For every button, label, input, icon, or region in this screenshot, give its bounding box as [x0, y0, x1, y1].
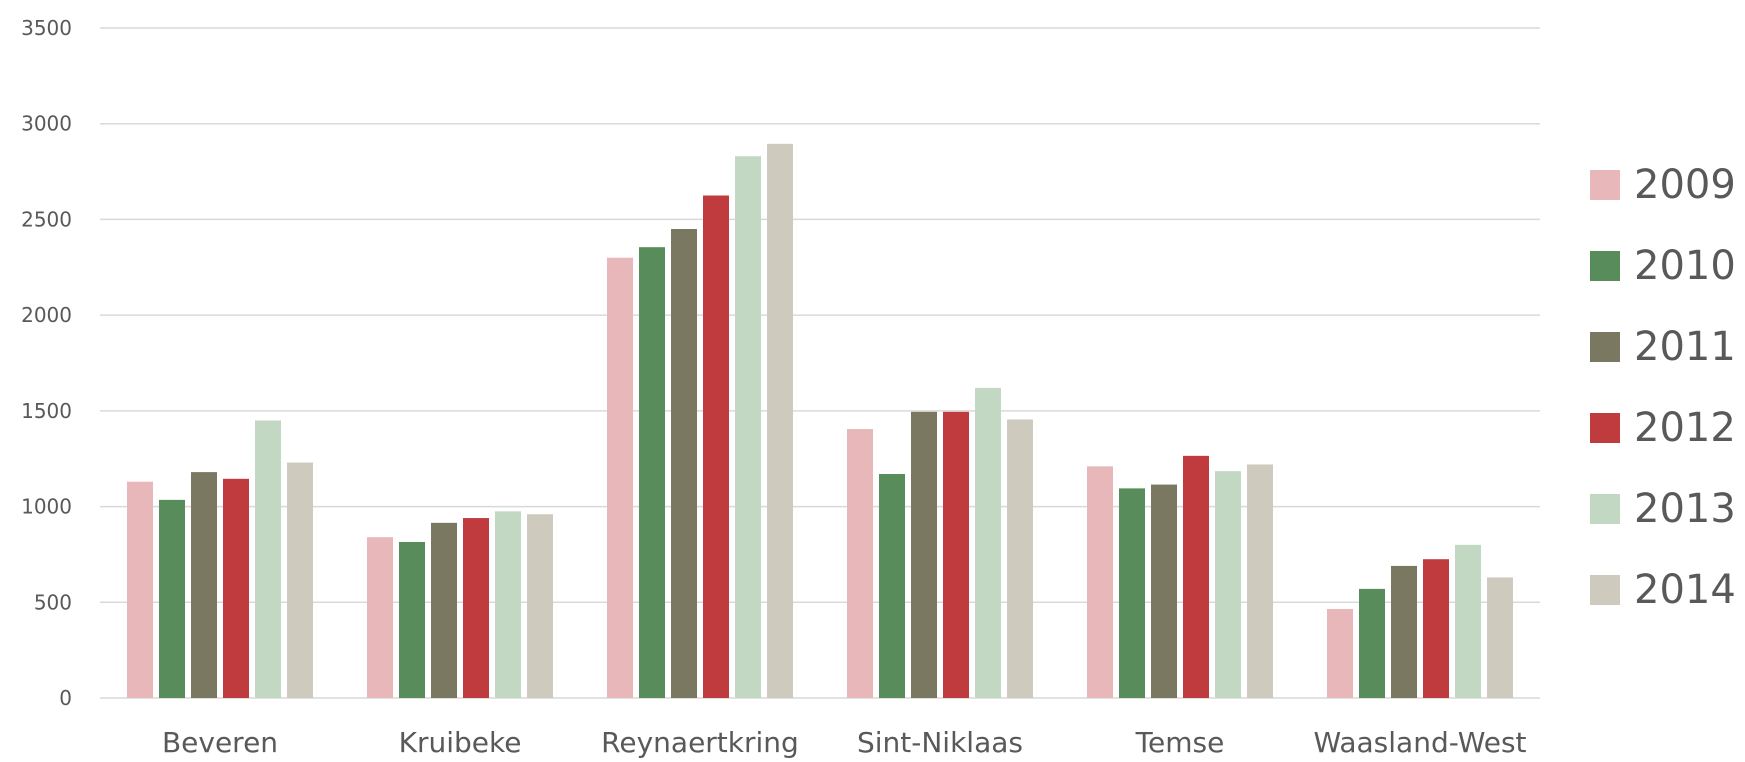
legend-label: 2012 [1634, 405, 1736, 451]
y-tick-label: 1000 [21, 495, 72, 519]
bar-2011-temse [1151, 484, 1177, 698]
bar-2010-sint-niklaas [879, 474, 905, 698]
x-tick-label: Sint-Niklaas [857, 726, 1023, 758]
x-tick-label: Temse [1135, 726, 1225, 758]
bar-2012-sint-niklaas [943, 411, 969, 698]
bar-2012-waasland-west [1423, 559, 1449, 698]
legend-swatch [1590, 251, 1620, 281]
x-tick-label: Beveren [162, 726, 278, 758]
x-tick-label: Waasland-West [1313, 726, 1526, 758]
legend-label: 2013 [1634, 486, 1736, 532]
bar-2013-sint-niklaas [975, 387, 1001, 698]
bar-2014-waasland-west [1487, 577, 1513, 698]
bar-2014-beveren [287, 462, 313, 698]
legend-swatch [1590, 170, 1620, 200]
y-tick-label: 0 [59, 686, 72, 710]
y-tick-label: 1500 [21, 399, 72, 423]
bar-2011-kruibeke [431, 522, 457, 698]
bar-2009-kruibeke [367, 537, 393, 698]
legend-swatch [1590, 332, 1620, 362]
bar-2013-kruibeke [495, 511, 521, 698]
bar-2009-temse [1087, 466, 1113, 698]
legend-label: 2014 [1634, 567, 1736, 613]
bar-2011-waasland-west [1391, 565, 1417, 698]
legend-swatch [1590, 413, 1620, 443]
legend: 2009 2010 2011 2012 2013 2014 [1590, 162, 1736, 613]
bar-2009-beveren [127, 481, 153, 698]
bar-2010-waasland-west [1359, 588, 1385, 698]
bar-2014-reynaertkring [767, 143, 793, 699]
bar-2009-sint-niklaas [847, 429, 873, 698]
bar-2010-reynaertkring [639, 247, 665, 698]
legend-swatch [1590, 575, 1620, 605]
bar-2011-reynaertkring [671, 229, 697, 698]
legend-label: 2010 [1634, 243, 1736, 289]
bar-2012-kruibeke [463, 518, 489, 698]
bar-2013-waasland-west [1455, 544, 1481, 698]
grid-lines [100, 27, 1540, 699]
x-tick-label: Kruibeke [399, 726, 522, 758]
bar-2010-kruibeke [399, 541, 425, 698]
bar-2013-beveren [255, 420, 281, 698]
bar-2014-kruibeke [527, 514, 553, 698]
bar-2012-reynaertkring [703, 195, 729, 698]
bar-2009-waasland-west [1327, 608, 1353, 698]
bar-2010-temse [1119, 488, 1145, 698]
bar-2009-reynaertkring [607, 257, 633, 698]
x-tick-label: Reynaertkring [601, 726, 799, 758]
y-tick-label: 2000 [21, 303, 72, 327]
y-tick-label: 3500 [21, 16, 72, 40]
bar-2012-beveren [223, 478, 249, 698]
bar-2013-reynaertkring [735, 156, 761, 698]
y-tick-label: 2500 [21, 207, 72, 231]
bar-2013-temse [1215, 471, 1241, 698]
bar-2010-beveren [159, 499, 185, 698]
bar-2014-sint-niklaas [1007, 419, 1033, 698]
legend-label: 2011 [1634, 324, 1736, 370]
legend-swatch [1590, 494, 1620, 524]
y-tick-label: 3000 [21, 112, 72, 136]
y-tick-label: 500 [34, 590, 72, 614]
bars [127, 143, 1513, 699]
bar-2011-sint-niklaas [911, 411, 937, 698]
bar-2011-beveren [191, 472, 217, 698]
y-axis-tick-labels: 0 500 1000 1500 2000 2500 3000 3500 [21, 16, 72, 710]
legend-label: 2009 [1634, 162, 1736, 208]
bar-2012-temse [1183, 455, 1209, 698]
bar-2014-temse [1247, 464, 1273, 698]
x-axis-tick-labels: Beveren Kruibeke Reynaertkring Sint-Niklaas… [162, 726, 1527, 759]
